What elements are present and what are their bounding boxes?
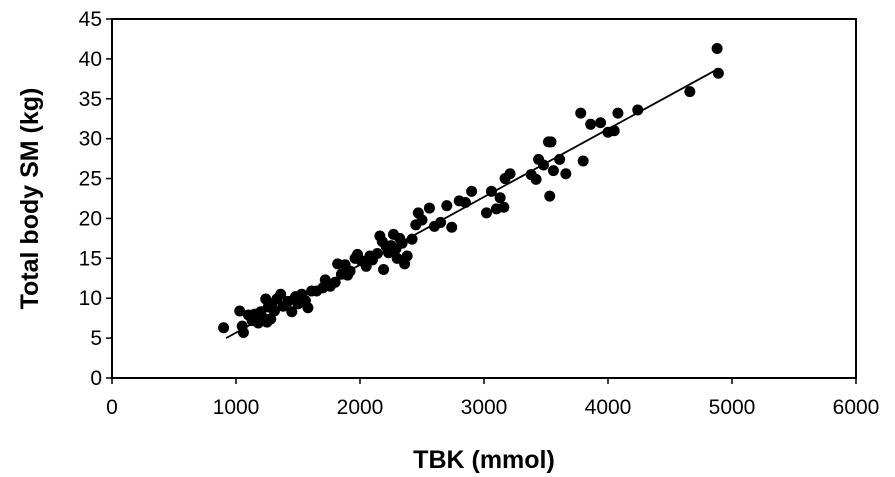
data-point [575, 107, 587, 119]
data-point [504, 168, 516, 180]
x-axis-title: TBK (mmol) [413, 446, 555, 474]
data-point [286, 306, 298, 318]
x-tick-label: 1000 [213, 396, 260, 419]
data-point [632, 104, 644, 116]
data-point [401, 250, 413, 262]
y-tick-label: 45 [79, 8, 102, 31]
x-tick-label: 6000 [833, 396, 880, 419]
data-point [423, 202, 435, 214]
data-point [530, 173, 542, 185]
y-tick-label: 35 [79, 88, 102, 111]
data-point [441, 200, 453, 212]
y-tick-label: 25 [79, 168, 102, 191]
y-tick-label: 10 [79, 287, 102, 310]
y-tick-label: 15 [79, 247, 102, 270]
y-tick-label: 5 [90, 327, 102, 350]
data-point [302, 302, 314, 314]
data-point [547, 165, 559, 177]
data-point [560, 168, 572, 180]
data-point [275, 288, 287, 300]
data-point [406, 233, 418, 245]
data-point [595, 117, 607, 129]
data-point [684, 86, 696, 98]
y-tick-label: 30 [79, 128, 102, 151]
data-point [498, 201, 510, 213]
x-tick-label: 5000 [709, 396, 756, 419]
x-tick-label: 4000 [585, 396, 632, 419]
data-point [545, 136, 557, 148]
trend-line [225, 69, 717, 339]
data-point [612, 107, 624, 119]
data-point [494, 192, 506, 204]
data-point [416, 214, 428, 226]
x-tick-label: 3000 [461, 396, 508, 419]
x-tick-label: 0 [106, 396, 118, 419]
data-point [218, 322, 230, 334]
axis-ticks: 0 1000 2000 3000 4000 5000 6000 0 5 10 15 20 25 30 35 4… [79, 8, 880, 419]
y-tick-label: 0 [90, 367, 102, 390]
data-point [378, 264, 390, 276]
data-point [480, 207, 492, 219]
data-point [466, 185, 478, 197]
y-tick-label: 20 [79, 207, 102, 230]
x-tick-label: 2000 [337, 396, 384, 419]
data-point [234, 305, 246, 317]
y-tick-label: 40 [79, 48, 102, 71]
data-point [585, 118, 597, 130]
data-point [446, 221, 458, 233]
data-points [218, 43, 724, 339]
data-point [711, 43, 723, 55]
data-point [544, 190, 556, 202]
data-point [712, 67, 724, 79]
data-point [577, 155, 589, 167]
y-axis-title: Total body SM (kg) [16, 88, 44, 310]
